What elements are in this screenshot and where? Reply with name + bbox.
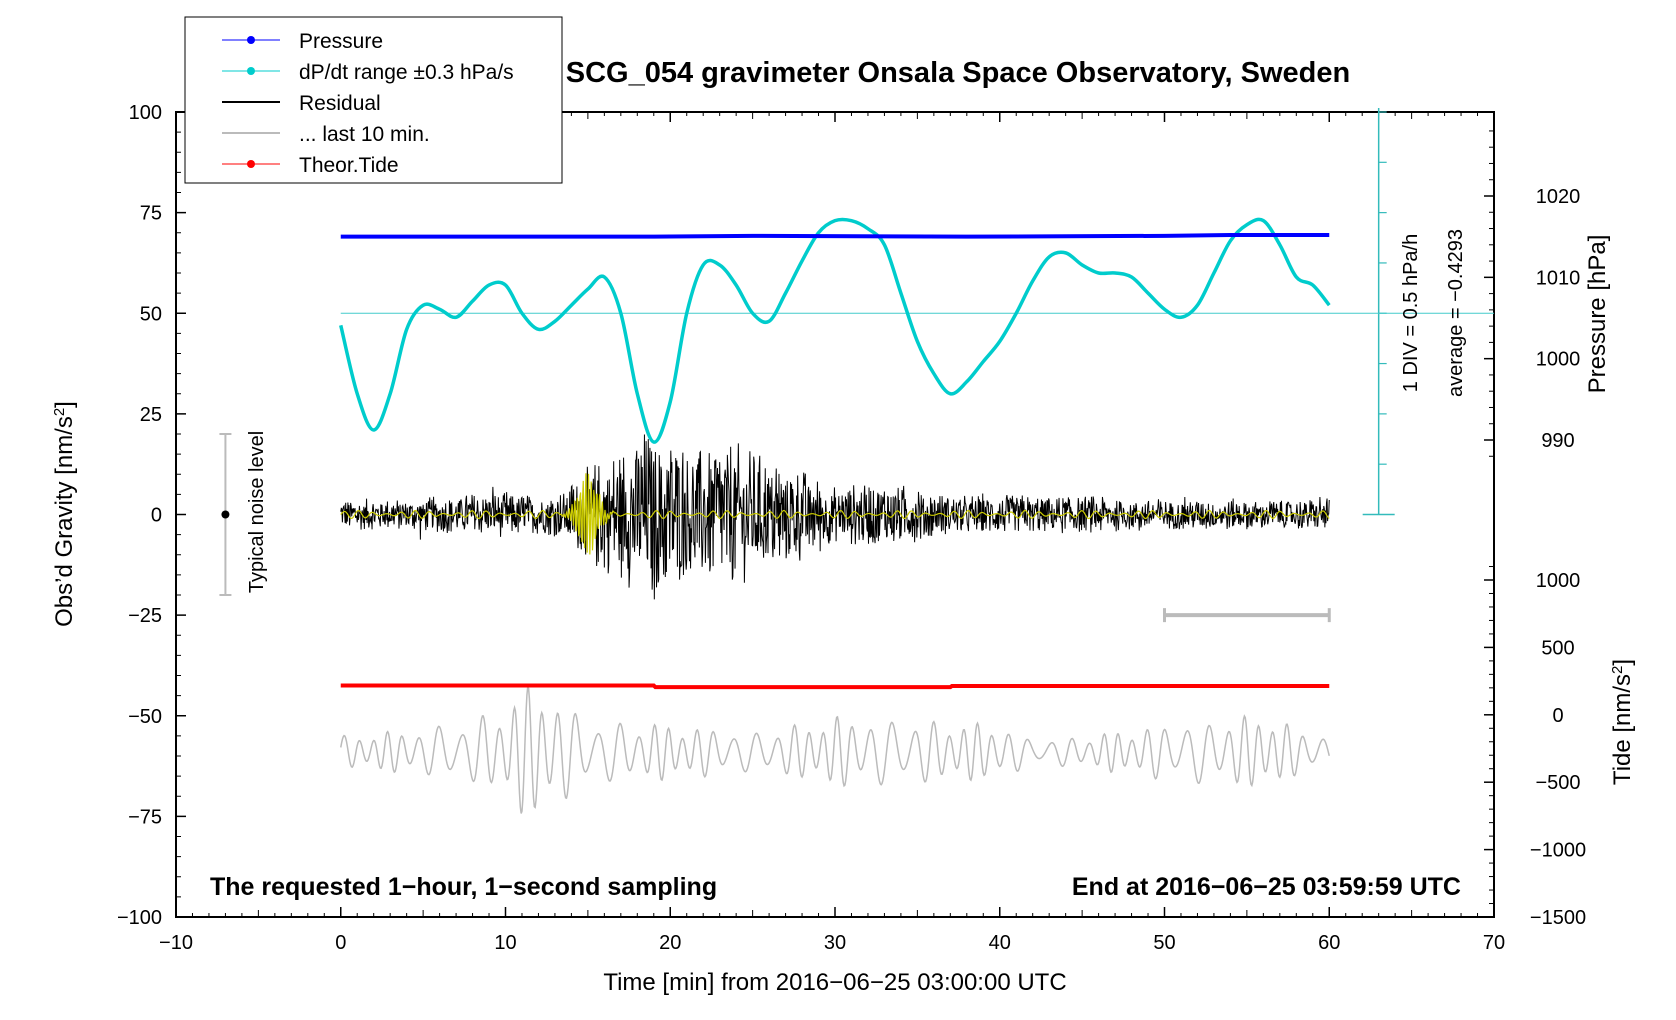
series-layer <box>339 217 1494 814</box>
svg-text:Theor.Tide: Theor.Tide <box>299 154 399 177</box>
pressure-tick-label: 990 <box>1541 430 1574 452</box>
chart-title: SCG_054 gravimeter Onsala Space Observat… <box>566 57 1350 89</box>
y-tick-label: 75 <box>140 203 162 225</box>
legend-box <box>184 16 563 184</box>
legend: Pressure dP/dt range ±0.3 hPa/s Residual… <box>184 16 563 184</box>
pressure-tick-label: 1020 <box>1536 186 1581 208</box>
series-last-10-min <box>340 684 1330 814</box>
legend-item-last10: ... last 10 min. <box>222 123 430 146</box>
dpdt-div-label: 1 DIV = 0.5 hPa/h <box>1400 234 1422 392</box>
y-tick-label: 0 <box>151 505 162 527</box>
series-residual <box>340 434 1330 600</box>
y-tick-label: 100 <box>129 102 162 124</box>
right-axis-ticks: 990 1000 1010 1020 −1500 −1000 −500 0 500 1000 <box>1484 130 1586 929</box>
pressure-axis-title: Pressure [hPa] <box>1584 235 1611 394</box>
tide-tick-label: 1000 <box>1536 570 1581 592</box>
y-axis-ticks: −100 −75 −50 −25 0 25 50 75 100 <box>117 102 186 929</box>
footer-right-annotation: End at 2016−06−25 03:59:59 UTC <box>1072 873 1461 901</box>
y-tick-label: −50 <box>128 706 162 728</box>
y-tick-label: −75 <box>128 806 162 828</box>
series-pressure <box>340 233 1330 239</box>
svg-text:dP/dt range ±0.3 hPa/s: dP/dt range ±0.3 hPa/s <box>299 61 514 84</box>
x-tick-label: 40 <box>989 932 1011 954</box>
pressure-tick-label: 1000 <box>1536 349 1581 371</box>
tide-tick-label: 500 <box>1541 637 1574 659</box>
x-tick-label: 50 <box>1153 932 1175 954</box>
legend-item-dpdt: dP/dt range ±0.3 hPa/s <box>222 61 514 84</box>
tide-axis-title: Tide [nm/s2] <box>1609 659 1637 785</box>
footer-left-annotation: The requested 1−hour, 1−second sampling <box>210 873 717 901</box>
dpdt-average-label: average = −0.4293 <box>1445 229 1467 397</box>
noise-bar-center <box>221 510 230 519</box>
y-axis-title: Obs’d Gravity [nm/s2] <box>51 401 79 627</box>
y-tick-label: 50 <box>140 303 162 325</box>
x-tick-label: 0 <box>335 932 346 954</box>
y-tick-label: −100 <box>117 907 162 929</box>
x-tick-label: −10 <box>159 932 193 954</box>
svg-text:Pressure: Pressure <box>299 30 383 53</box>
legend-item-residual: Residual <box>222 92 381 115</box>
svg-text:Residual: Residual <box>299 92 381 115</box>
x-tick-label: 30 <box>824 932 846 954</box>
pressure-tick-label: 1010 <box>1536 267 1581 289</box>
y-tick-label: 25 <box>140 404 162 426</box>
x-axis-ticks: −10 0 10 20 30 40 50 60 70 <box>159 112 1505 954</box>
x-tick-label: 70 <box>1483 932 1505 954</box>
tide-tick-label: −1500 <box>1530 907 1586 929</box>
tide-tick-label: −500 <box>1535 772 1580 794</box>
x-tick-label: 20 <box>659 932 681 954</box>
tide-tick-label: −1000 <box>1530 840 1586 862</box>
x-tick-label: 60 <box>1318 932 1340 954</box>
noise-level-label: Typical noise level <box>246 431 268 593</box>
legend-item-pressure: Pressure <box>222 30 383 53</box>
y-tick-label: −25 <box>128 605 162 627</box>
dpdt-scale-bar <box>1362 108 1395 516</box>
noise-level-bar <box>219 433 232 596</box>
svg-text:... last 10 min.: ... last 10 min. <box>299 123 430 146</box>
series-theor-tide <box>340 683 1330 690</box>
tide-tick-label: 0 <box>1552 705 1563 727</box>
x-tick-label: 10 <box>494 932 516 954</box>
legend-item-tide: Theor.Tide <box>222 154 399 177</box>
x-axis-title: Time [min] from 2016−06−25 03:00:00 UTC <box>603 969 1066 996</box>
series-dpdt <box>339 217 1331 444</box>
series-residual-smoothed <box>340 473 1330 555</box>
